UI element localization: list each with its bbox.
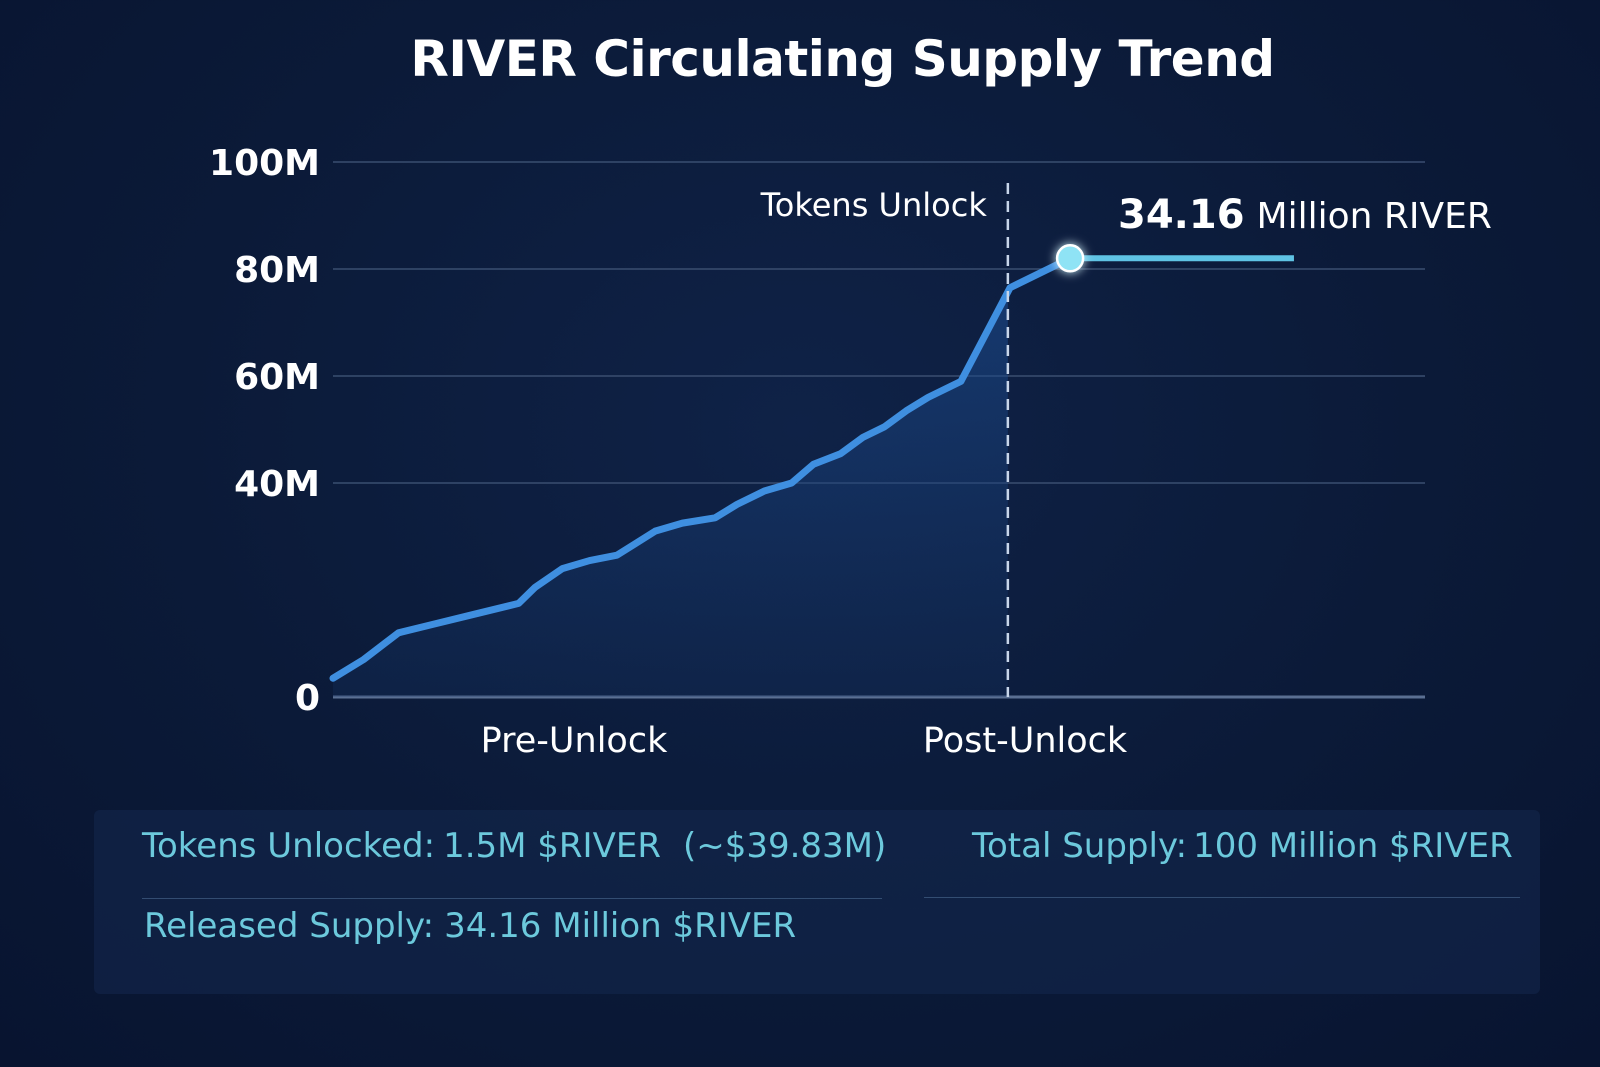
y-tick-label: 40M (234, 464, 320, 505)
info-panel: Tokens Unlocked: 1.5M $RIVER (~$39.83M) To… (94, 810, 1540, 994)
y-tick-label: 0 (295, 678, 320, 719)
x-category-label: Post-Unlock (923, 721, 1128, 761)
released-supply-text: Released Supply: 34.16 Million $RIVER (144, 906, 796, 946)
x-axis-categories: Pre-Unlock Post-Unlock (481, 721, 1128, 761)
total-supply-value: 100 Million $RIVER (1193, 826, 1513, 866)
y-tick-label: 80M (234, 250, 320, 291)
info-divider-left (142, 898, 882, 899)
tokens-unlocked-label: Tokens Unlocked: (142, 826, 436, 866)
tokens-unlocked-text: Tokens Unlocked: 1.5M $RIVER (~$39.83M) (142, 826, 886, 866)
supply-line (329, 254, 1074, 682)
chart-title: RIVER Circulating Supply Trend (410, 30, 1275, 88)
released-supply-label: Released Supply: (144, 906, 435, 946)
total-supply-text: Total Supply: 100 Million $RIVER (972, 826, 1513, 866)
y-axis-ticks: 0 40M 60M 80M 100M (209, 143, 320, 719)
y-tick-label: 100M (209, 143, 320, 184)
area-under-line (333, 291, 1008, 697)
y-tick-label: 60M (234, 357, 320, 398)
total-supply-label: Total Supply: (972, 826, 1188, 866)
callout-value: 34.16 (1118, 192, 1245, 238)
x-category-label: Pre-Unlock (481, 721, 668, 761)
annotations: Tokens Unlock 34.16 Million RIVER (760, 183, 1492, 697)
tokens-unlock-label: Tokens Unlock (760, 186, 988, 224)
tokens-unlocked-usd: (~$39.83M) (682, 826, 887, 866)
series-lines (329, 254, 1294, 682)
released-supply-value: 34.16 Million $RIVER (444, 906, 797, 946)
area-fill (333, 291, 1008, 697)
line-chart: 0 40M 60M 80M 100M Tokens Unlock 34.16 Million… (209, 143, 1492, 761)
info-divider-right (924, 897, 1520, 898)
supply-callout: 34.16 Million RIVER (1118, 192, 1492, 238)
supply-marker (1055, 244, 1085, 273)
tokens-unlocked-value: 1.5M $RIVER (443, 826, 661, 866)
callout-unit: Million RIVER (1257, 196, 1492, 237)
